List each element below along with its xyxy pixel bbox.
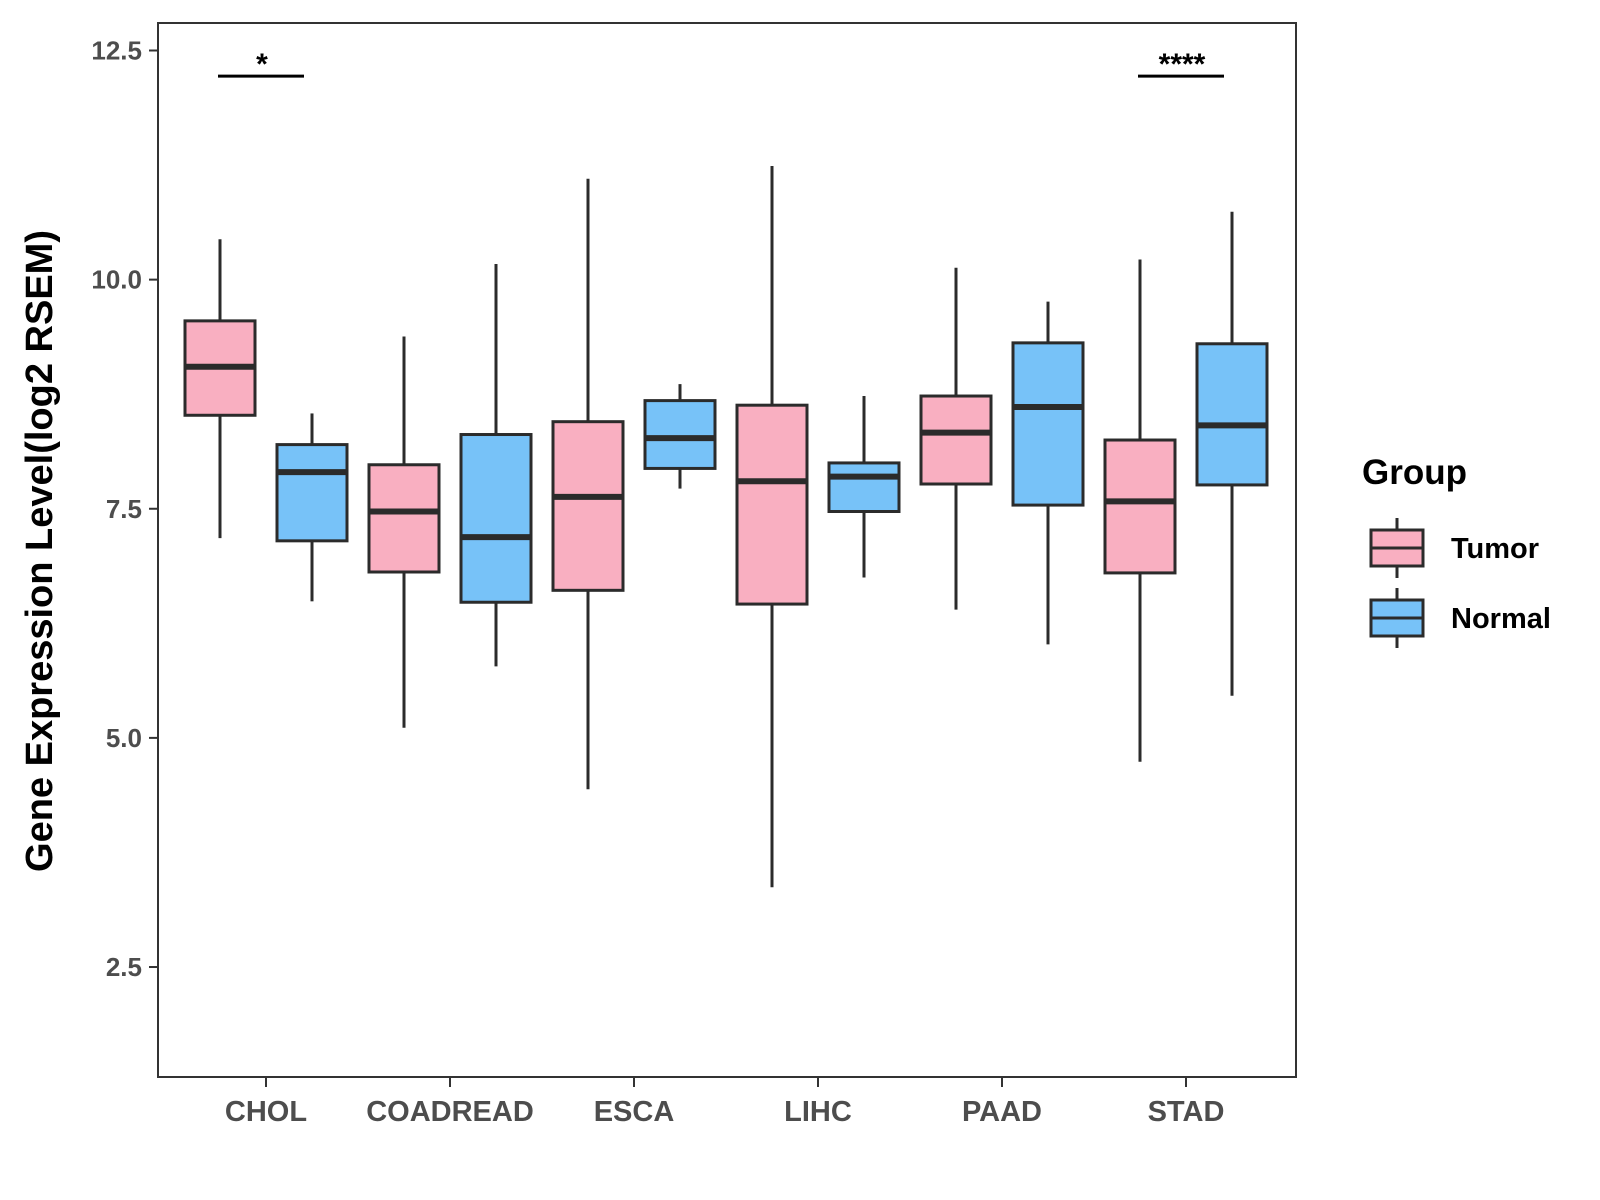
box-normal-chol [275,413,349,602]
legend: Group Tumor Normal [1362,453,1551,648]
box-body [1103,438,1177,575]
x-tick-label: LIHC [784,1096,852,1128]
legend-key-tumor [1369,518,1425,578]
legend-key-normal [1369,588,1425,648]
significance-label: * [256,48,268,81]
box-body [459,433,533,604]
y-tick-label: 12.5 [91,35,142,65]
box-normal-paad [1011,301,1085,645]
y-tick-label: 7.5 [106,494,142,524]
box-body [735,403,809,606]
x-tick-label: COADREAD [366,1096,534,1128]
box-normal-esca [643,384,717,489]
box-tumor-lihc [735,165,809,888]
box-normal-lihc [827,396,901,578]
box-body [1195,342,1269,487]
box-body [551,420,625,592]
x-tick-label: PAAD [962,1096,1042,1128]
x-tick-label: CHOL [225,1096,307,1128]
box-body [275,443,349,543]
box-tumor-coadread [367,336,441,728]
box-normal-coadread [459,264,533,667]
box-tumor-paad [919,267,993,610]
box-body [1011,341,1085,507]
box-tumor-chol [183,239,257,539]
legend-label-normal: Normal [1451,603,1551,635]
significance-label: **** [1159,48,1206,81]
plot-area: 2.5 5.0 7.5 10.0 12.5 CHOL COADREAD ESCA LIHC PAA… [91,22,1297,1128]
y-axis-title: Gene Expression Level(log2 RSEM) [19,230,61,872]
y-tick-label: 5.0 [106,723,142,753]
box-normal-stad [1195,211,1269,696]
box-body [827,461,901,514]
x-tick-label: ESCA [594,1096,675,1128]
legend-title: Group [1362,453,1467,492]
box-tumor-esca [551,178,625,790]
y-tick-label: 2.5 [106,952,142,982]
panel-border [157,22,1297,1078]
box-body [919,394,993,486]
box-body [367,463,441,574]
box-body [643,399,717,470]
box-tumor-stad [1103,259,1177,762]
x-tick-label: STAD [1148,1096,1225,1128]
legend-label-tumor: Tumor [1451,533,1539,565]
y-tick-label: 10.0 [91,265,142,295]
